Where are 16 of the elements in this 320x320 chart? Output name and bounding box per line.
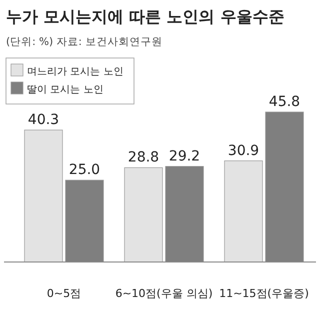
x-tick-label: 0~5점: [46, 287, 82, 300]
x-tick-label: 11~15점(우울증): [219, 287, 309, 300]
data-label: 25.0: [68, 162, 100, 178]
data-label: 29.2: [168, 148, 200, 164]
legend-label: 딸이 모시는 노인: [27, 84, 104, 96]
x-tick-label: 6~10점(우울 의심): [115, 287, 213, 300]
bar: [124, 167, 163, 262]
chart-title: 누가 모시는지에 따른 노인의 우울수준: [6, 7, 284, 26]
data-label: 30.9: [228, 142, 260, 159]
bar: [224, 160, 263, 262]
bar: [24, 130, 63, 262]
data-label: 40.3: [28, 112, 60, 128]
chart-subtitle: (단위: %) 자료: 보건사회연구원: [6, 36, 162, 48]
data-label: 45.8: [268, 94, 300, 110]
legend-label: 며느리가 모시는 노인: [27, 66, 124, 78]
data-label: 28.8: [128, 150, 160, 166]
